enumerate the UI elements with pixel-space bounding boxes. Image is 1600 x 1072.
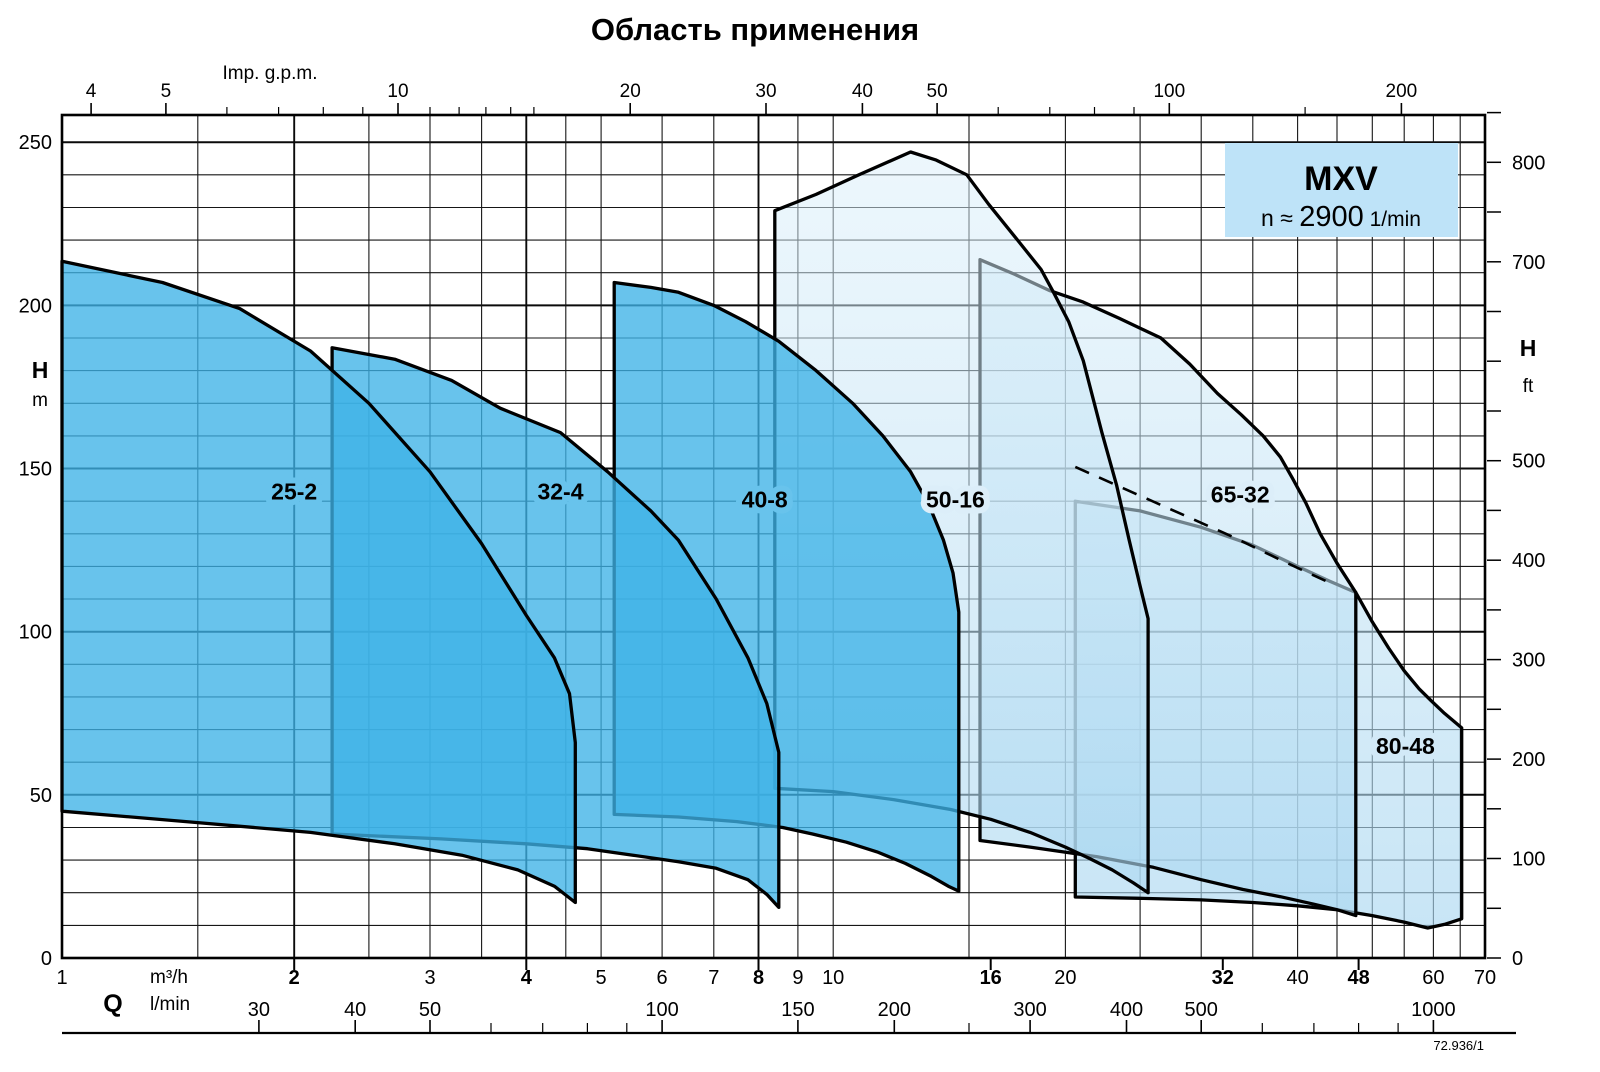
legend-speed: n ≈ 2900 1/min (1261, 201, 1421, 233)
q-lmin-tick-label: 300 (1013, 999, 1046, 1021)
h-ft-tick-label: 800 (1512, 152, 1545, 174)
q-m3h-tick-label: 20 (1054, 967, 1076, 989)
q-m3h-tick-label: 32 (1212, 967, 1234, 989)
q-m3h-tick-label: 5 (596, 967, 607, 989)
q-m3h-tick-label: 2 (289, 967, 300, 989)
q-m3h-tick-label: 3 (424, 967, 435, 989)
h-ft-tick-label: 700 (1512, 252, 1545, 274)
legend-box (1225, 143, 1458, 237)
region-label-80-48: 80-48 (1376, 733, 1435, 759)
q-m3h-tick-label: 48 (1347, 967, 1369, 989)
q-lmin-tick-label: 1000 (1411, 999, 1456, 1021)
q-lmin-tick-label: 100 (645, 999, 678, 1021)
q-m3h-tick-label: 40 (1286, 967, 1308, 989)
h-ft-tick-label: 200 (1512, 749, 1545, 771)
q-m3h-tick-label: 7 (708, 967, 719, 989)
q-lmin-tick-label: 50 (419, 999, 441, 1021)
flow-axis-symbol: Q (103, 990, 122, 1018)
q-lmin-tick-label: 400 (1110, 999, 1143, 1021)
h-m-tick-label: 100 (19, 622, 52, 644)
right-axis-unit: ft (1523, 376, 1534, 397)
drawing-number: 72.936/1 (1433, 1038, 1484, 1053)
q-m3h-tick-label: 6 (657, 967, 668, 989)
bottom-axis-lmin: 30 40 50 100 150 200 300 400 500 1000 (62, 999, 1516, 1035)
q-m3h-tick-label: 16 (980, 967, 1002, 989)
gpm-tick-label: 10 (387, 81, 408, 102)
q-m3h-tick-label: 1 (56, 967, 67, 989)
h-ft-tick-label: 300 (1512, 650, 1545, 672)
plot-border (60, 113, 1487, 960)
gpm-tick-label: 20 (620, 81, 641, 102)
chart-title: Область применения (591, 12, 919, 47)
q-m3h-tick-label: 4 (521, 967, 533, 989)
q-lmin-tick-label: 150 (781, 999, 814, 1021)
gpm-tick-label: 5 (161, 81, 172, 102)
q-lmin-tick-label: 40 (344, 999, 366, 1021)
region-label-65-32: 65-32 (1211, 482, 1270, 508)
region-label-25-2: 25-2 (271, 478, 317, 504)
legend-model: MXV (1304, 160, 1378, 198)
q-m3h-tick-label: 70 (1474, 967, 1496, 989)
h-m-tick-label: 200 (19, 295, 52, 317)
gpm-tick-label: 40 (852, 81, 873, 102)
right-axis-ft: 0 100 200 300 400 500 700 800 (1487, 111, 1545, 970)
region-label-32-4: 32-4 (537, 478, 583, 504)
top-axis: 4 5 10 20 30 40 50 100 200 (86, 81, 1417, 115)
h-m-tick-label: 250 (19, 132, 52, 154)
region-25-2-area (60, 259, 577, 905)
right-axis-title: H (1520, 335, 1537, 361)
left-axis-m: 0 50 100 150 200 250 (19, 132, 52, 970)
h-ft-tick-label: 0 (1512, 948, 1523, 970)
h-ft-tick-label: 400 (1512, 550, 1545, 572)
region-labels: 25-2 32-4 40-8 50-16 65-32 80-48 (265, 472, 1441, 765)
gpm-tick-label: 200 (1386, 81, 1418, 102)
top-axis-title: Imp. g.p.m. (222, 63, 317, 84)
gpm-tick-label: 30 (755, 81, 776, 102)
flow-axis-unit-m3h: m³/h (150, 967, 188, 988)
border-layer (60, 113, 1487, 960)
pump-regions (60, 150, 1464, 930)
h-m-tick-label: 50 (30, 785, 52, 807)
region-label-50-16: 50-16 (926, 487, 985, 513)
h-ft-tick-label: 500 (1512, 451, 1545, 473)
q-lmin-tick-label: 200 (878, 999, 911, 1021)
gpm-tick-label: 4 (86, 81, 97, 102)
gpm-tick-label: 100 (1153, 81, 1185, 102)
h-m-tick-label: 0 (41, 948, 52, 970)
dashed-boundary-line (1074, 465, 1331, 584)
dashed-line-layer (1074, 465, 1331, 584)
q-m3h-tick-label: 60 (1422, 967, 1444, 989)
flow-axis-unit-lmin: l/min (150, 994, 190, 1015)
q-m3h-tick-label: 9 (792, 967, 803, 989)
bottom-axis-m3h: 1 2 3 4 5 6 7 8 9 10 16 20 32 40 48 60 70 (56, 958, 1496, 989)
region-label-40-8: 40-8 (742, 487, 788, 513)
h-m-tick-label: 150 (19, 459, 52, 481)
left-axis-unit: m (32, 390, 48, 411)
gpm-tick-label: 50 (927, 81, 948, 102)
q-lmin-tick-label: 30 (248, 999, 270, 1021)
h-ft-tick-label: 100 (1512, 849, 1545, 871)
left-axis-title: H (32, 357, 49, 383)
q-m3h-tick-label: 8 (753, 967, 764, 989)
q-m3h-tick-label: 10 (822, 967, 844, 989)
q-lmin-tick-label: 500 (1185, 999, 1218, 1021)
